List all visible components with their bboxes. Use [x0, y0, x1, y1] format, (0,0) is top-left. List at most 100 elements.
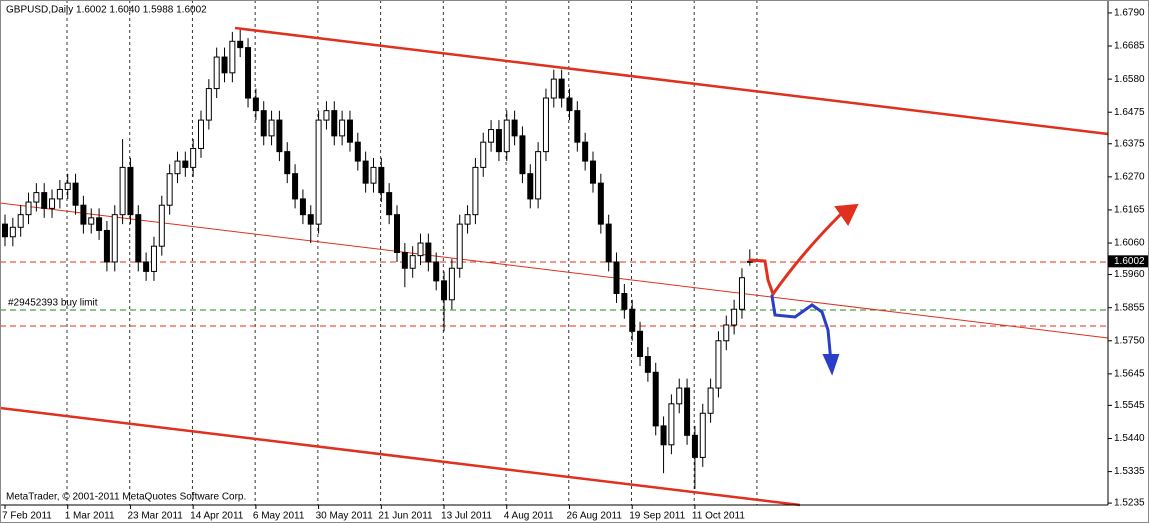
- x-tick-label: 21 Jun 2011: [378, 511, 433, 522]
- candle-body: [394, 214, 400, 254]
- arrow-head: [822, 354, 840, 376]
- candle-body: [64, 182, 71, 190]
- candle-body: [550, 78, 557, 99]
- candle-body: [315, 119, 322, 225]
- candle-body: [103, 229, 110, 263]
- y-tick-label: 1.6790: [1114, 8, 1145, 19]
- y-tick-label: 1.6270: [1114, 171, 1145, 182]
- candle-body: [582, 141, 589, 162]
- y-tick-label: 1.6685: [1114, 41, 1145, 52]
- candle-body: [307, 214, 314, 225]
- candle-body: [174, 160, 181, 175]
- candle-body: [409, 255, 416, 269]
- y-tick-label: 1.6475: [1114, 107, 1145, 118]
- candle-body: [495, 129, 502, 153]
- trendline: [0, 202, 1109, 339]
- candle-body: [448, 267, 455, 301]
- candle-body: [198, 119, 204, 149]
- y-tick-label: 1.5960: [1114, 269, 1145, 280]
- candle-body: [354, 141, 361, 162]
- candle-body: [456, 223, 463, 269]
- copyright: MetaTrader, © 2001-2011 MetaQuotes Softw…: [6, 492, 246, 503]
- candle-body: [25, 201, 32, 216]
- y-tick-label: 1.6580: [1114, 74, 1145, 85]
- x-tick-label: 6 May 2011: [253, 511, 305, 522]
- x-tick-label: 4 Aug 2011: [504, 511, 554, 522]
- candle-body: [378, 166, 385, 194]
- candle-body: [346, 119, 353, 143]
- candle-body: [738, 277, 745, 310]
- candle-body: [597, 182, 604, 225]
- candle-body: [213, 56, 220, 90]
- x-tick-label: 30 May 2011: [316, 511, 374, 522]
- x-tick-label: 13 Jul 2011: [441, 511, 492, 522]
- candle-body: [652, 371, 659, 427]
- arrow-head: [834, 203, 859, 226]
- candle-body: [511, 119, 518, 137]
- y-tick-label: 1.5855: [1114, 302, 1145, 313]
- candle-body: [362, 160, 369, 184]
- candle-body: [292, 173, 299, 200]
- candle-body: [644, 356, 651, 373]
- x-tick-label: 1 Mar 2011: [65, 511, 115, 522]
- y-tick-label: 1.5545: [1114, 400, 1145, 411]
- candle-body: [88, 217, 95, 225]
- candle-body: [127, 166, 134, 216]
- candle-body: [590, 160, 596, 184]
- candle-body: [17, 214, 24, 228]
- candle-body: [542, 97, 549, 153]
- y-tick-label: 1.6375: [1114, 138, 1145, 149]
- candle-body: [684, 387, 691, 436]
- channel-line: [234, 26, 1109, 136]
- candle-body: [433, 261, 440, 282]
- order-label: #29452393 buy limit: [8, 298, 98, 309]
- candle-body: [72, 182, 79, 206]
- y-tick-label: 1.5235: [1114, 498, 1145, 509]
- y-tick-label: 1.5645: [1114, 369, 1145, 380]
- x-tick-label: 7 Feb 2011: [2, 511, 52, 522]
- y-tick-label: 1.6060: [1114, 238, 1145, 249]
- candle-body: [245, 47, 252, 99]
- candle-body: [668, 403, 675, 446]
- x-tick-label: 19 Sep 2011: [629, 511, 685, 522]
- candle-body: [221, 56, 228, 74]
- candle-body: [260, 110, 267, 137]
- candle-body: [41, 192, 48, 209]
- x-tick-label: 23 Mar 2011: [127, 511, 183, 522]
- candle-body: [629, 308, 636, 332]
- candle-body: [527, 173, 534, 200]
- candle-body: [111, 214, 118, 263]
- candle-body: [339, 119, 346, 137]
- x-tick-label: 11 Oct 2011: [692, 511, 745, 522]
- candle-body: [613, 261, 620, 294]
- down-scenario-arrow: [770, 294, 833, 364]
- candle-body: [574, 110, 581, 143]
- candle-body: [80, 204, 87, 225]
- candle-body: [425, 242, 432, 263]
- x-tick-label: 26 Aug 2011: [566, 511, 622, 522]
- candle-body: [637, 330, 644, 358]
- candle-body: [33, 192, 40, 203]
- candle-body: [9, 226, 16, 238]
- price-marker: [1108, 255, 1148, 268]
- candle-body: [699, 412, 706, 458]
- candle-body: [386, 192, 393, 216]
- candle-body: [621, 292, 628, 310]
- candle-body: [229, 40, 236, 74]
- candle-body: [166, 173, 173, 206]
- candle-body: [566, 97, 573, 112]
- candle-body: [331, 110, 338, 137]
- candle-body: [472, 166, 479, 216]
- y-tick-label: 1.6165: [1114, 205, 1145, 216]
- candle-body: [2, 223, 8, 238]
- candle-body: [268, 119, 275, 137]
- candle-body: [417, 242, 424, 257]
- candle-body: [558, 78, 565, 99]
- candle-body: [605, 223, 612, 263]
- candle-body: [488, 129, 495, 143]
- candle-body: [660, 425, 667, 446]
- up-scenario-arrow: [748, 213, 842, 298]
- chart-header: GBPUSD,Daily 1.6002 1.6040 1.5988 1.6002: [6, 5, 207, 16]
- candle-body: [205, 88, 212, 121]
- candle-body: [276, 119, 283, 153]
